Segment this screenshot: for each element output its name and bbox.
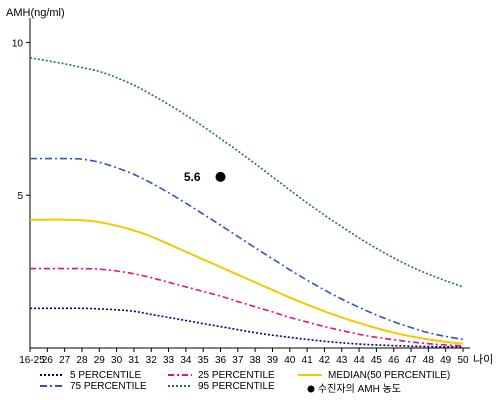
x-tick-label: 35 [198,355,210,366]
patient-amh-label: 5.6 [184,170,201,184]
x-tick-label: 37 [232,355,244,366]
legend: 5 PERCENTILE 25 PERCENTILE MEDIAN(50 PERCE… [40,370,450,395]
legend-marker-label: 수진자의 AMH 농도 [318,383,401,395]
x-tick-label: 42 [319,355,331,366]
x-tick-label: 45 [371,355,383,366]
x-tick-label: 41 [302,355,314,366]
series-lines [29,56,464,348]
x-tick-label: 27 [59,355,71,366]
x-tick-label: 31 [128,355,140,366]
x-tick-label: 34 [180,355,192,366]
y-ticks: 5 10 [12,38,30,202]
x-tick-label: 33 [163,355,175,366]
series-line [30,157,464,341]
x-tick-label: 28 [76,355,88,366]
y-axis-title: AMH(ng/ml) [6,7,65,19]
x-tick-label: 43 [336,355,348,366]
patient-amh-point [215,171,226,182]
series-line [30,307,463,348]
axes [29,18,470,349]
x-tick-label: 26 [42,355,54,366]
legend-marker-dot [307,385,315,393]
x-tick-label: 32 [146,355,158,366]
x-tick-label: 49 [440,355,452,366]
x-tick-label: 38 [250,355,262,366]
x-tick-label: 44 [354,355,366,366]
y-tick-label: 10 [12,38,24,49]
legend-label: 95 PERCENTILE [198,381,275,392]
legend-label: 5 PERCENTILE [70,370,141,381]
x-tick-label: 46 [388,355,400,366]
legend-label: 25 PERCENTILE [198,370,275,381]
x-tick-label: 36 [215,355,227,366]
patient-marker: 5.6 [184,170,226,184]
x-tick-label: 16-25 [19,355,45,366]
x-tick-label: 48 [423,355,435,366]
x-tick-label: 47 [405,355,417,366]
x-tick-label: 30 [111,355,123,366]
legend-label: MEDIAN(50 PERCENTILE) [328,370,450,381]
series-line [29,56,464,288]
legend-label: 75 PERCENTILE [70,381,147,392]
y-tick-label: 5 [17,191,23,202]
series-line [30,218,464,345]
x-tick-label: 40 [284,355,296,366]
series-line [30,267,464,347]
x-tick-label: 50 [457,355,469,366]
x-tick-label: 29 [94,355,106,366]
x-axis-title: 나이 [473,353,493,366]
x-tick-label: 39 [267,355,279,366]
